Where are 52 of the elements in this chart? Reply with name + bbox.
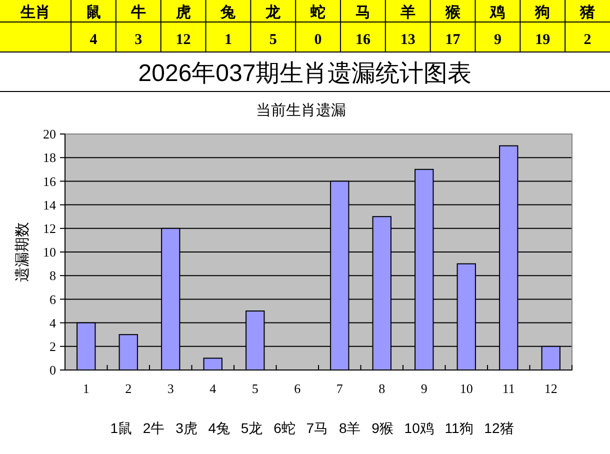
x-tick-label: 9 [420,381,428,396]
category-label: 鸡 [489,4,506,21]
data-label: 4 [90,32,98,48]
data-label: 5 [269,32,277,48]
y-tick-label: 16 [43,174,56,189]
text: 1鼠 2牛 3虎 4兔 5龙 6蛇 7马 8羊 9猴 10鸡 11狗 12猪 [110,420,514,436]
category-label: 虎 [174,4,191,21]
data-label: 13 [400,32,416,48]
x-tick-label: 5 [252,381,258,396]
data-label: 2 [584,32,592,48]
data-label: 19 [535,32,550,48]
data-label: 0 [314,32,322,48]
y-tick-label: 6 [50,292,56,307]
chart-subtitle: 当前生肖遗漏 [256,102,346,119]
y-tick-label: 10 [43,244,56,260]
y-tick-label: 14 [43,197,56,212]
category-label: 蛇 [310,4,326,21]
data-label: 9 [494,32,502,48]
chart-title: 2026年037期生肖遗漏统计图表 [138,60,472,87]
data-label: 12 [176,32,191,48]
y-tick-label: 0 [50,362,56,378]
y-tick-label: 20 [43,126,56,142]
y-tick-label: 2 [50,338,56,354]
x-tick-label: 12 [544,381,558,396]
x-tick-label: 7 [336,381,344,396]
x-tick-label: 1 [82,381,90,396]
y-axis-title: 遗漏期数 [14,222,31,282]
x-tick-label: 4 [210,381,217,396]
x-tick-label: 11 [502,381,515,396]
x-tick-label: 2 [125,381,132,396]
y-tick-label: 18 [43,150,56,166]
x-tick-label: 8 [378,381,386,396]
x-tick-label: 3 [167,381,174,396]
y-tick-label: 4 [50,315,56,330]
category-label: 兔 [220,4,237,21]
category-label: 猴 [444,4,462,21]
x-tick-label: 10 [460,381,473,396]
category-label: 牛 [130,4,146,21]
y-tick-label: 8 [50,268,56,284]
category-label: 龙 [264,4,282,21]
text: 生肖 [20,4,50,21]
category-label: 鼠 [86,4,101,21]
data-label: 1 [224,32,232,48]
y-tick-label: 12 [43,220,56,236]
x-tick-label: 6 [294,381,302,396]
data-label: 3 [134,32,142,48]
category-label: 猪 [579,4,596,21]
category-label: 马 [355,4,370,21]
category-label: 狗 [534,4,550,21]
category-label: 羊 [399,4,416,21]
data-label: 17 [445,32,461,48]
data-label: 16 [355,32,371,48]
